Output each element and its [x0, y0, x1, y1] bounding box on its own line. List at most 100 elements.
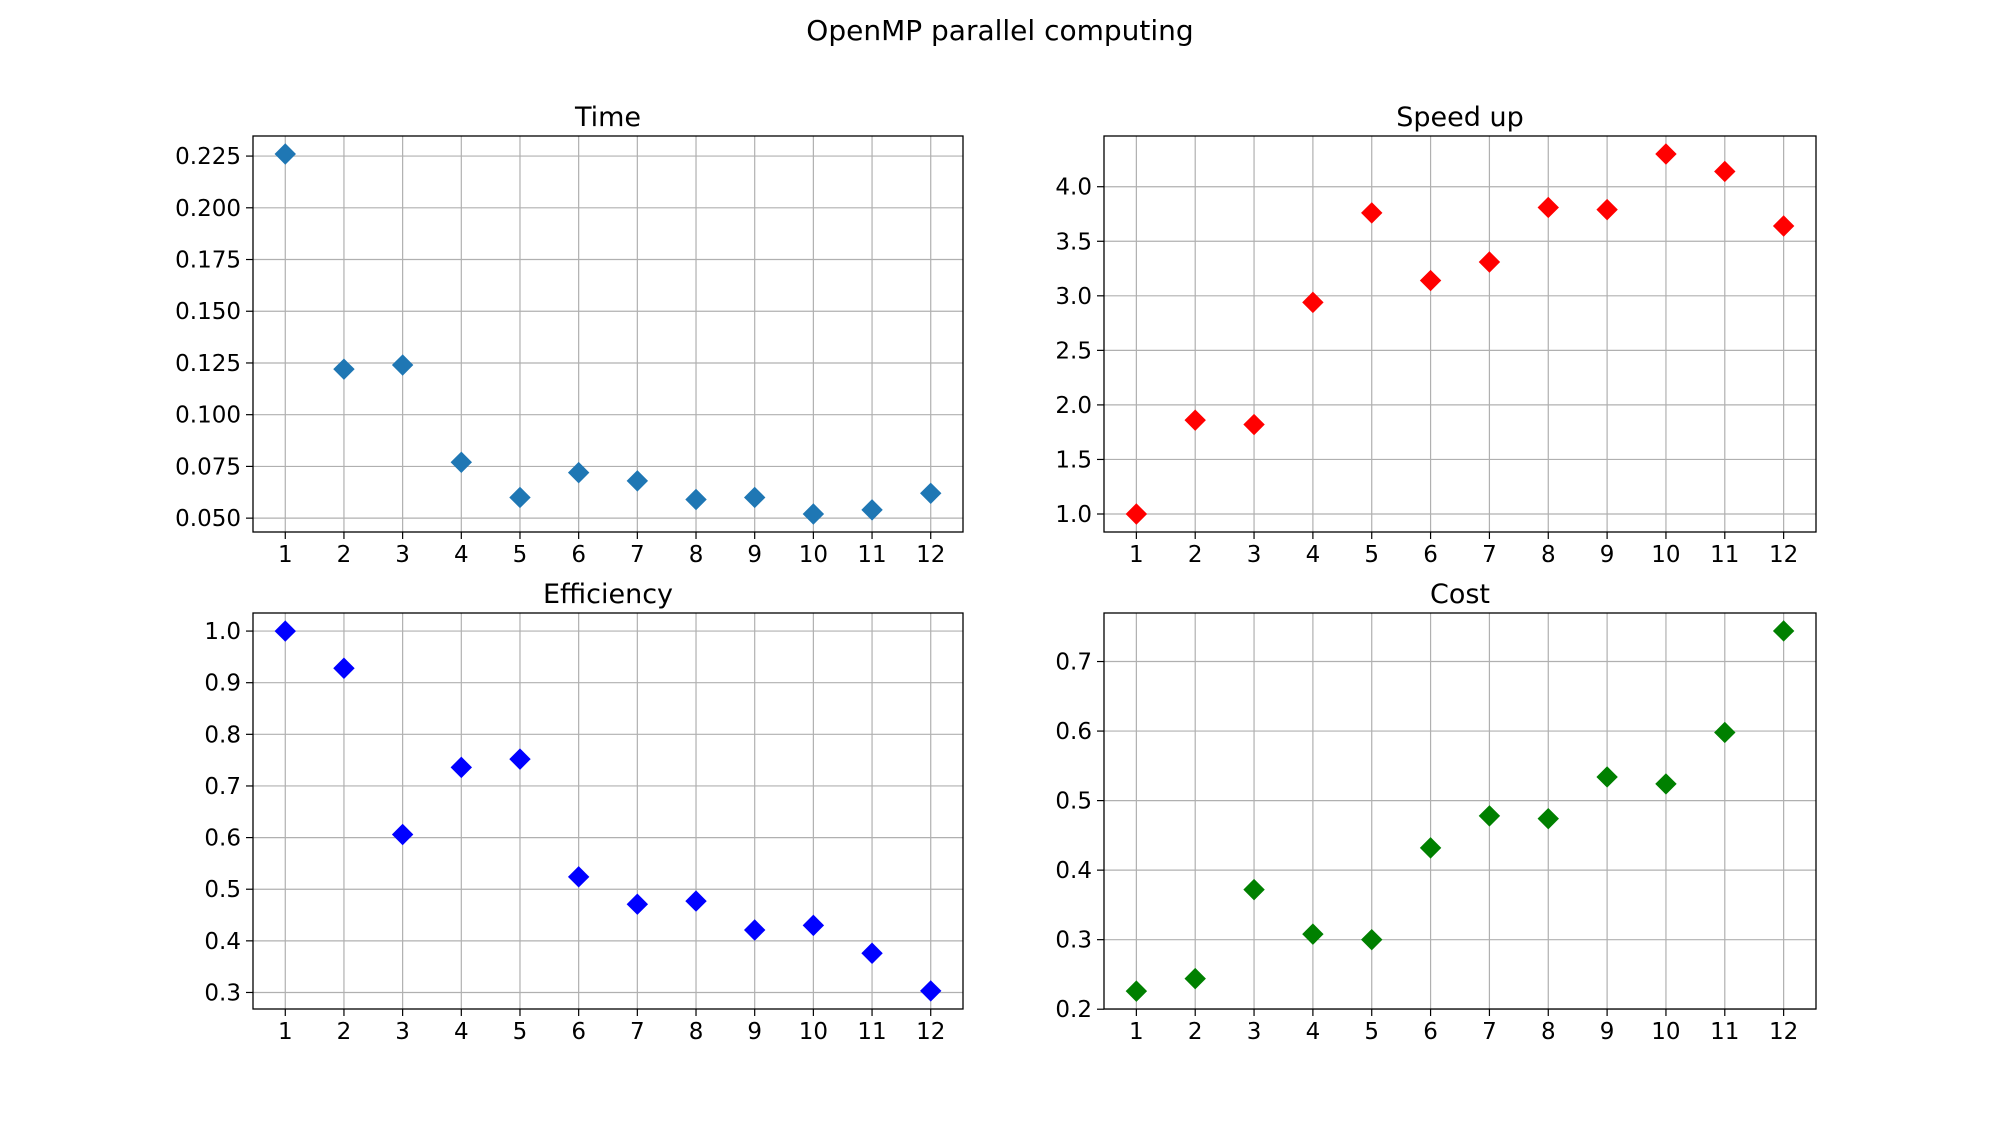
data-point-cost-3 [1243, 878, 1265, 901]
data-point-speedup-9 [1596, 198, 1618, 221]
x-tick-label: 2 [1188, 542, 1203, 568]
x-tick-label: 4 [454, 1019, 469, 1045]
y-tick-label: 1.5 [1055, 447, 1092, 473]
data-point-speedup-11 [1714, 160, 1736, 183]
x-tick-label: 8 [689, 542, 704, 568]
y-tick-label: 0.5 [204, 877, 241, 903]
x-tick-label: 2 [337, 1019, 352, 1045]
data-point-speedup-1 [1125, 503, 1148, 525]
data-point-efficiency-4 [450, 756, 473, 779]
x-tick-label: 4 [454, 542, 469, 568]
y-tick-label: 0.7 [1055, 650, 1092, 676]
data-point-cost-11 [1714, 721, 1736, 744]
data-point-speedup-2 [1184, 409, 1206, 431]
x-tick-label: 6 [571, 542, 586, 568]
data-point-cost-5 [1361, 928, 1383, 951]
x-tick-label: 5 [513, 542, 528, 568]
x-tick-label: 8 [689, 1019, 704, 1045]
x-tick-label: 5 [1364, 1019, 1379, 1045]
y-tick-label: 1.0 [204, 619, 241, 645]
chart-title: Efficiency [543, 579, 673, 610]
data-point-cost-6 [1419, 837, 1442, 859]
y-tick-label: 2.0 [1055, 393, 1092, 419]
data-point-time-11 [861, 499, 883, 521]
data-point-efficiency-6 [567, 866, 590, 888]
y-tick-label: 0.225 [175, 144, 241, 170]
data-point-time-12 [920, 482, 942, 505]
x-tick-label: 12 [1769, 542, 1798, 568]
data-point-speedup-4 [1302, 291, 1324, 314]
y-tick-label: 0.9 [204, 671, 241, 697]
x-tick-label: 10 [1651, 1019, 1680, 1045]
chart-title: Cost [1430, 579, 1490, 610]
data-point-cost-9 [1596, 766, 1618, 788]
x-tick-label: 12 [916, 1019, 945, 1045]
y-tick-label: 4.0 [1055, 175, 1092, 201]
data-point-speedup-8 [1537, 196, 1559, 219]
x-tick-label: 3 [1247, 542, 1262, 568]
y-tick-label: 0.150 [175, 299, 241, 325]
data-point-time-4 [450, 451, 473, 473]
x-tick-label: 3 [1247, 1019, 1262, 1045]
y-tick-label: 0.075 [175, 454, 241, 480]
data-point-cost-2 [1184, 967, 1206, 990]
chart-time: 1 2 3 4 5 6 7 8 9 10 11 120.0500.0750.1000.1250.150… [175, 102, 964, 568]
y-tick-label: 0.2 [1055, 997, 1092, 1023]
x-tick-label: 2 [1188, 1019, 1203, 1045]
x-tick-label: 5 [513, 1019, 528, 1045]
data-point-efficiency-3 [391, 823, 414, 846]
data-point-time-10 [802, 503, 825, 525]
data-point-time-8 [685, 488, 707, 511]
y-tick-label: 0.6 [204, 826, 241, 852]
x-tick-label: 11 [1710, 1019, 1739, 1045]
data-point-time-2 [333, 358, 355, 380]
x-tick-label: 6 [571, 1019, 586, 1045]
chart-efficiency: 1 2 3 4 5 6 7 8 9 10 11 120.30.40.50.60.70.80.91.0E… [204, 579, 964, 1045]
y-tick-label: 0.100 [175, 403, 241, 429]
x-tick-label: 8 [1541, 1019, 1556, 1045]
data-point-time-6 [567, 461, 590, 484]
y-tick-label: 3.5 [1055, 229, 1092, 255]
x-tick-label: 10 [799, 542, 828, 568]
x-tick-label: 6 [1423, 542, 1438, 568]
x-tick-label: 1 [1129, 542, 1144, 568]
data-point-time-7 [626, 470, 649, 492]
y-tick-label: 0.3 [204, 980, 241, 1006]
x-tick-label: 9 [747, 542, 762, 568]
x-tick-label: 7 [1482, 1019, 1497, 1045]
y-tick-label: 0.4 [204, 929, 241, 955]
y-tick-label: 0.125 [175, 351, 241, 377]
data-point-cost-10 [1655, 773, 1677, 795]
x-tick-label: 1 [1129, 1019, 1144, 1045]
data-point-efficiency-11 [861, 942, 883, 964]
figure-title: OpenMP parallel computing [806, 14, 1194, 47]
x-tick-label: 4 [1306, 542, 1321, 568]
data-point-efficiency-12 [920, 980, 942, 1002]
x-tick-label: 10 [799, 1019, 828, 1045]
x-tick-label: 10 [1651, 542, 1680, 568]
x-tick-label: 3 [395, 542, 410, 568]
y-tick-label: 0.7 [204, 774, 241, 800]
data-point-time-5 [509, 486, 531, 509]
data-point-cost-1 [1125, 980, 1148, 1002]
y-tick-label: 1.0 [1055, 502, 1092, 528]
y-tick-label: 2.5 [1055, 338, 1092, 364]
data-point-speedup-6 [1419, 269, 1442, 292]
x-tick-label: 9 [747, 1019, 762, 1045]
y-tick-label: 0.8 [204, 722, 241, 748]
data-point-cost-7 [1478, 805, 1501, 827]
data-point-efficiency-7 [626, 893, 649, 915]
data-point-efficiency-2 [333, 657, 355, 679]
data-point-speedup-3 [1243, 413, 1265, 436]
x-tick-label: 12 [916, 542, 945, 568]
x-tick-label: 11 [857, 542, 886, 568]
x-tick-label: 5 [1364, 542, 1379, 568]
x-tick-label: 9 [1600, 1019, 1615, 1045]
y-tick-label: 3.0 [1055, 284, 1092, 310]
data-point-speedup-5 [1361, 202, 1383, 224]
data-point-speedup-7 [1478, 251, 1501, 273]
data-point-efficiency-1 [274, 620, 296, 642]
x-tick-label: 6 [1423, 1019, 1438, 1045]
